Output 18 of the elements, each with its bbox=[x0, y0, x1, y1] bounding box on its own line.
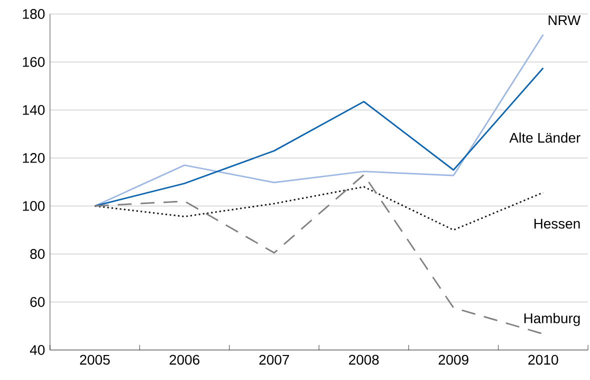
series-label: NRW bbox=[548, 15, 581, 26]
x-tick-label: 2010 bbox=[528, 354, 558, 365]
y-tick-label: 40 bbox=[30, 345, 45, 355]
x-tick-label: 2007 bbox=[259, 354, 289, 365]
y-tick-label: 120 bbox=[22, 153, 45, 163]
x-tick-label: 2009 bbox=[438, 354, 468, 365]
y-tick-label: 80 bbox=[30, 249, 45, 259]
series-label: Hamburg bbox=[524, 313, 580, 326]
x-tick-label: 2005 bbox=[80, 354, 110, 365]
y-tick-label: 60 bbox=[30, 297, 45, 307]
series-label: Alte Länder bbox=[509, 132, 580, 143]
series-label: Hessen bbox=[534, 218, 580, 229]
x-tick-label: 2008 bbox=[349, 354, 379, 365]
y-tick-label: 140 bbox=[22, 105, 45, 115]
y-tick-label: 160 bbox=[22, 57, 45, 67]
y-tick-label: 100 bbox=[22, 201, 45, 211]
x-tick-label: 2006 bbox=[170, 354, 200, 365]
y-tick-label: 180 bbox=[22, 9, 45, 19]
